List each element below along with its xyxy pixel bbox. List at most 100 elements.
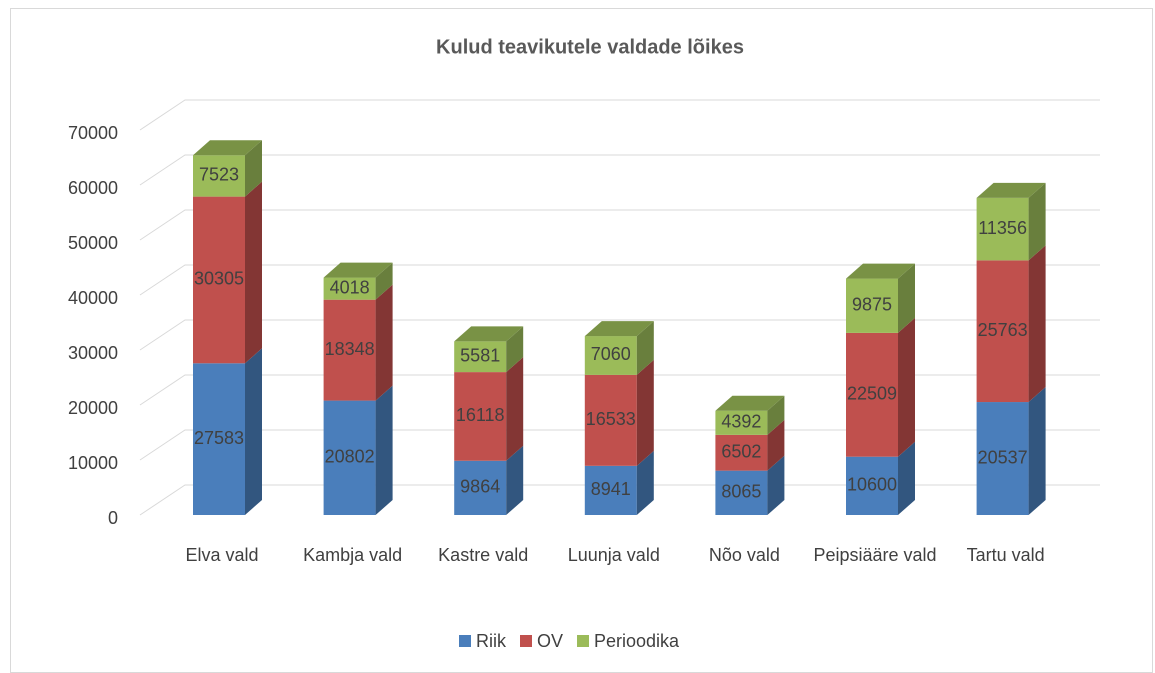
bar-side (375, 385, 393, 515)
grid-line (139, 209, 1100, 241)
x-tick-label: Peipsiääre vald (813, 545, 936, 565)
data-label: 22509 (847, 384, 897, 404)
bar-front (715, 434, 768, 471)
bar-front (846, 332, 898, 457)
bar-top (193, 140, 262, 156)
bar-front (323, 277, 376, 300)
data-label: 6502 (721, 442, 761, 462)
bar-front (846, 278, 898, 333)
bar-side (1028, 182, 1046, 261)
bar-top (976, 182, 1046, 198)
grid-line (139, 154, 1100, 186)
bar-front (193, 196, 245, 364)
bar-top (715, 395, 785, 411)
bar-front (454, 372, 507, 461)
bar-segment (846, 441, 915, 515)
bar-side (636, 450, 654, 515)
legend-label: Riik (476, 631, 507, 651)
legend-swatch (520, 635, 532, 647)
bar-segment (715, 455, 785, 515)
grid-line (139, 264, 1100, 296)
bar-segment (193, 348, 262, 515)
bar-front (323, 299, 376, 401)
bar-segment (584, 359, 654, 466)
legend-swatch (459, 635, 471, 647)
bar-segment (846, 263, 915, 333)
data-label: 9864 (460, 477, 500, 497)
bar-top (454, 326, 524, 342)
bar-side (375, 284, 393, 401)
bar-segment (584, 321, 654, 375)
x-tick-label: Luunja vald (568, 545, 660, 565)
bar-segment (323, 284, 393, 401)
bar-side (375, 262, 393, 300)
bar-front (976, 197, 1029, 261)
bar-segment (454, 326, 524, 373)
bar-segment (976, 245, 1046, 403)
data-label: 4018 (330, 277, 370, 297)
data-label: 5581 (460, 346, 500, 366)
bar-segment (584, 450, 654, 515)
bar-segment (715, 395, 785, 435)
data-label: 4392 (721, 412, 761, 432)
bar-segment (323, 262, 393, 300)
bar-side (898, 317, 915, 457)
bar-top (846, 263, 915, 279)
data-label: 30305 (194, 269, 244, 289)
bar-side (898, 441, 915, 515)
data-label: 8941 (591, 479, 631, 499)
bar-segment (193, 181, 262, 364)
bar-segment (454, 357, 524, 461)
bar-segment (846, 317, 915, 457)
legend-label: Perioodika (594, 631, 680, 651)
bar-front (584, 374, 637, 466)
bar-front (454, 460, 507, 515)
bar-side (506, 326, 524, 373)
data-label: 20802 (325, 447, 375, 467)
x-tick-label: Tartu vald (967, 545, 1045, 565)
data-label: 8065 (721, 482, 761, 502)
x-tick-label: Nõo vald (709, 545, 780, 565)
bar-side (245, 140, 262, 197)
data-label: 20537 (978, 447, 1028, 467)
x-tick-label: Elva vald (185, 545, 258, 565)
bar-front (976, 402, 1029, 515)
bar-front (323, 400, 376, 515)
data-label: 11356 (978, 218, 1027, 238)
data-label: 7060 (591, 344, 631, 364)
bar-segment (976, 182, 1046, 261)
y-tick-label: 60000 (68, 178, 118, 198)
bar-segment (323, 385, 393, 515)
bar-side (506, 445, 524, 515)
y-tick-label: 50000 (68, 233, 118, 253)
grid-line (139, 374, 1100, 406)
grid-line (139, 319, 1100, 351)
grid-line (139, 484, 1100, 516)
bar-side (767, 455, 785, 515)
bar-front (193, 155, 245, 197)
grid-line (139, 429, 1100, 461)
bar-front (193, 363, 245, 515)
bar-front (584, 465, 637, 515)
bar-front (584, 336, 637, 375)
legend-swatch (577, 635, 590, 647)
bar-top (584, 321, 654, 337)
x-tick-label: Kastre vald (438, 545, 528, 565)
bar-side (245, 348, 262, 515)
data-label: 7523 (199, 165, 239, 185)
bar-segment (193, 140, 262, 197)
bar-side (636, 321, 654, 375)
bar-front (976, 260, 1029, 403)
bar-front (715, 410, 768, 435)
bar-segment (976, 387, 1046, 515)
chart-title: Kulud teavikutele valdade lõikes (436, 36, 744, 58)
y-tick-label: 40000 (68, 288, 118, 308)
data-label: 25763 (978, 320, 1028, 340)
bar-side (1028, 387, 1046, 515)
y-tick-label: 20000 (68, 398, 118, 418)
data-label: 16533 (586, 409, 636, 429)
bar-segment (715, 419, 785, 471)
bar-side (636, 359, 654, 466)
grid-line (139, 99, 1100, 131)
